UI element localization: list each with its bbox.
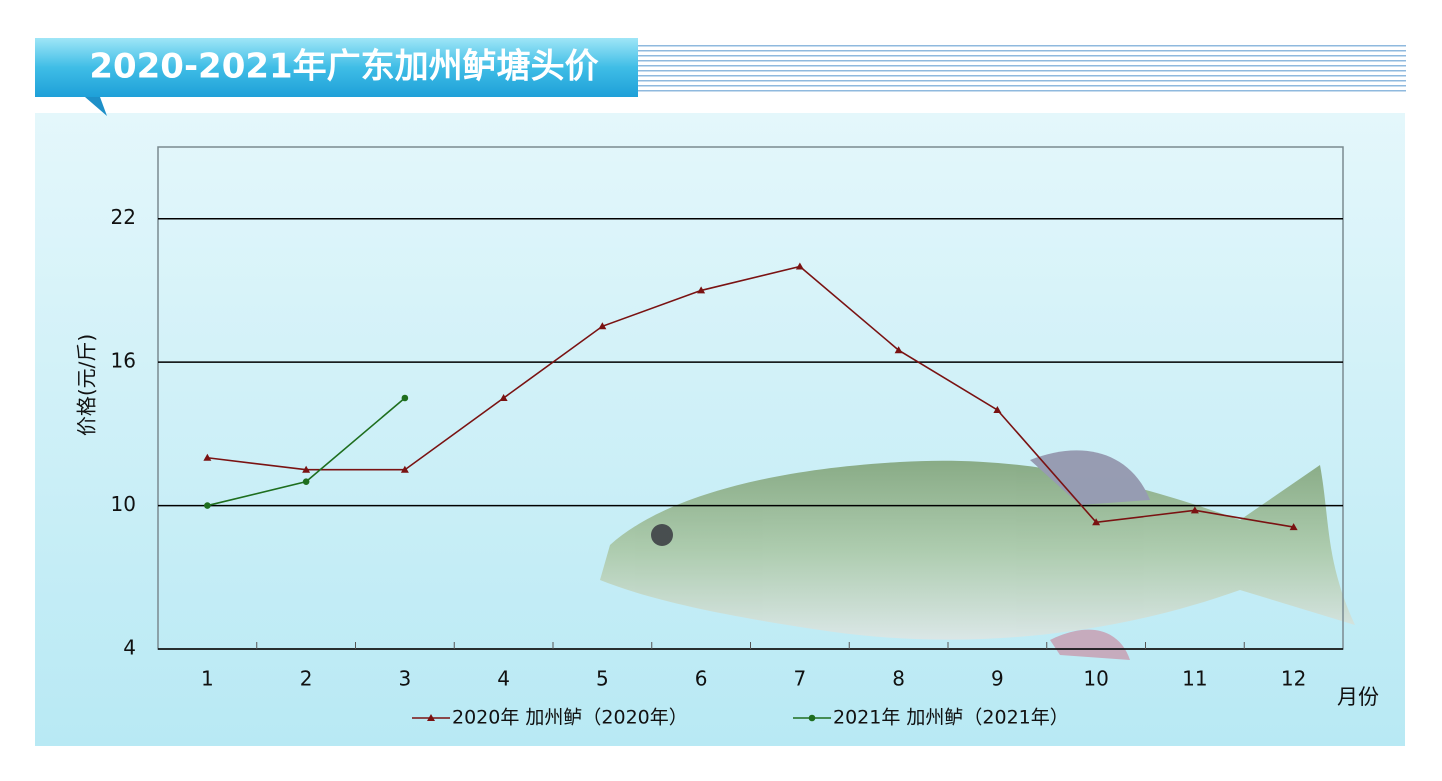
series-line [207,265,1294,528]
marker [697,286,706,294]
marker [894,346,903,354]
marker [993,405,1002,413]
marker [400,465,409,473]
x-tick-label: 8 [892,667,905,691]
x-tick-label: 2 [300,667,313,691]
marker [204,502,211,509]
marker [302,478,310,485]
panel [35,113,1405,746]
banner [35,38,638,97]
legend-label: 2020年 加州鲈（2020年） [452,707,688,729]
x-tick-label: 1 [201,667,214,691]
banner-stripes [638,42,1406,92]
x-tick-label: 11 [1182,667,1207,691]
y-tick-label: 22 [111,205,136,229]
marker [808,714,816,722]
legend-label: 2021年 加州鲈（2021年） [833,707,1069,729]
marker [302,465,311,473]
banner-tail [85,97,107,116]
y-tick-label: 10 [111,492,136,516]
marker [427,714,435,721]
x-tick-label: 10 [1083,667,1108,691]
x-tick-label: 4 [497,667,510,691]
marker [499,394,508,401]
x-tick-label: 9 [991,667,1004,691]
x-axis-label: 月份 [1337,685,1379,709]
marker [1190,506,1199,514]
x-tick-label: 12 [1281,667,1306,691]
marker [1289,523,1298,531]
x-tick-label: 7 [794,667,807,691]
x-tick-label: 3 [399,667,412,691]
y-tick-label: 4 [123,636,136,660]
marker [795,262,804,270]
y-tick-label: 16 [111,349,136,373]
y-axis-label: 价格(元/斤) [75,334,99,436]
marker [401,394,409,402]
x-tick-label: 6 [695,667,708,691]
marker [203,453,212,461]
marker [598,322,607,330]
marker [1092,518,1101,526]
x-tick-label: 5 [596,667,609,691]
chart-title: 2020-2021年广东加州鲈塘头价 [89,47,598,87]
